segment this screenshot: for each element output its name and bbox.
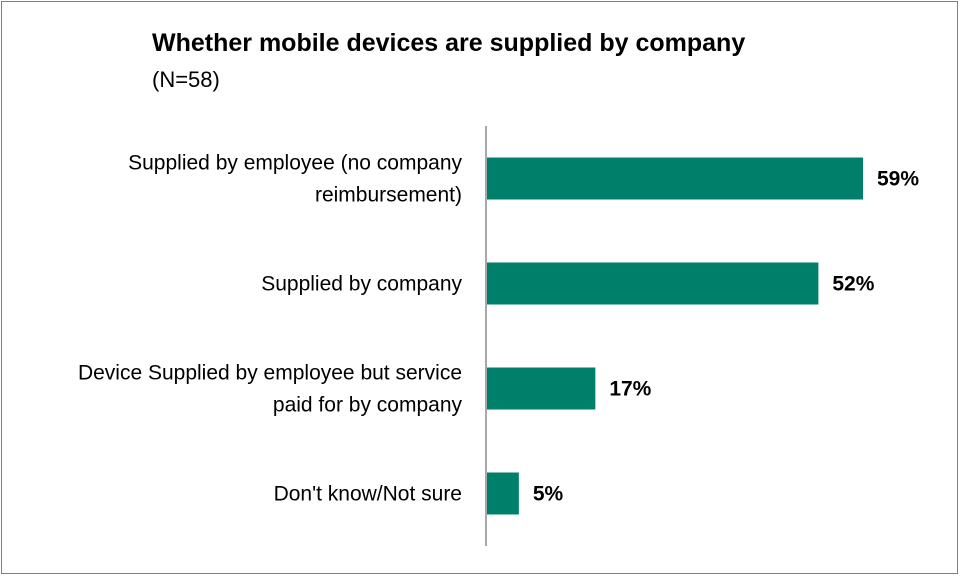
bar [487, 157, 863, 200]
category-label: paid for by company [273, 394, 463, 417]
data-label: 5% [533, 483, 564, 506]
data-label: 52% [832, 273, 874, 296]
data-label: 59% [877, 168, 919, 191]
category-label: Supplied by company [261, 273, 462, 296]
chart-subtitle: (N=58) [152, 67, 220, 92]
bar [487, 472, 519, 515]
category-label: Device Supplied by employee but service [78, 362, 462, 385]
category-label: Supplied by employee (no company [128, 152, 462, 175]
data-label: 17% [609, 378, 651, 401]
bar [487, 367, 596, 410]
chart-title: Whether mobile devices are supplied by c… [152, 29, 746, 57]
bar [487, 262, 819, 305]
category-label: Don't know/Not sure [274, 483, 462, 506]
category-label: reimbursement) [315, 184, 462, 207]
